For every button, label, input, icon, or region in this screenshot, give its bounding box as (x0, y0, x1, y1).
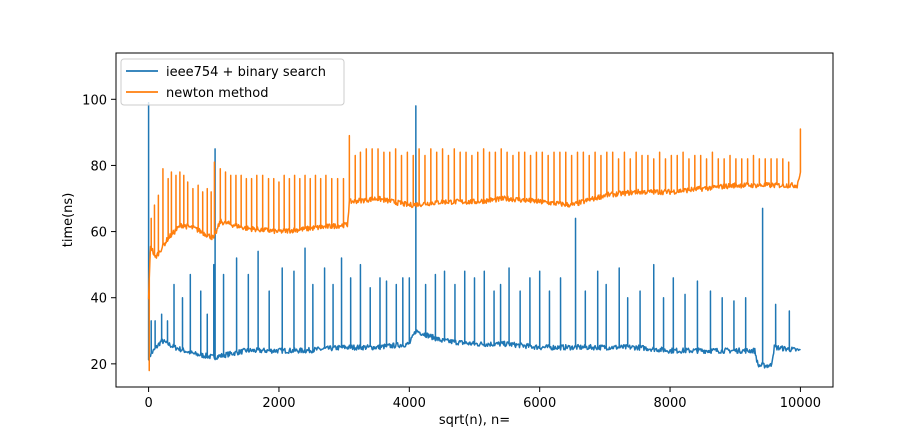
legend-label-ieee754: ieee754 + binary search (166, 65, 326, 80)
y-tick-label: 60 (90, 226, 107, 241)
x-axis-label: sqrt(n), n= (439, 413, 510, 428)
series-line-ieee754 (147, 101, 801, 369)
plot-frame (115, 52, 834, 388)
y-axis-label: time(ns) (61, 193, 76, 248)
x-tick-label: 6000 (523, 396, 556, 411)
legend-label-newton: newton method (166, 86, 269, 101)
x-axis: 0 2000 4000 6000 8000 10000 (144, 387, 821, 411)
x-tick-label: 10000 (780, 396, 821, 411)
x-tick-label: 2000 (262, 396, 295, 411)
legend: ieee754 + binary search newton method (120, 58, 345, 106)
y-tick-label: 40 (90, 292, 107, 307)
x-tick-label: 8000 (653, 396, 686, 411)
x-tick-label: 0 (144, 396, 152, 411)
series-line-newton (147, 128, 802, 372)
x-tick-label: 4000 (393, 396, 426, 411)
legend-box (120, 58, 345, 106)
y-axis: 20 40 60 80 100 (82, 93, 116, 373)
series-layer (147, 101, 802, 372)
y-tick-label: 100 (82, 93, 107, 108)
y-tick-label: 20 (90, 358, 107, 373)
y-tick-label: 80 (90, 159, 107, 174)
